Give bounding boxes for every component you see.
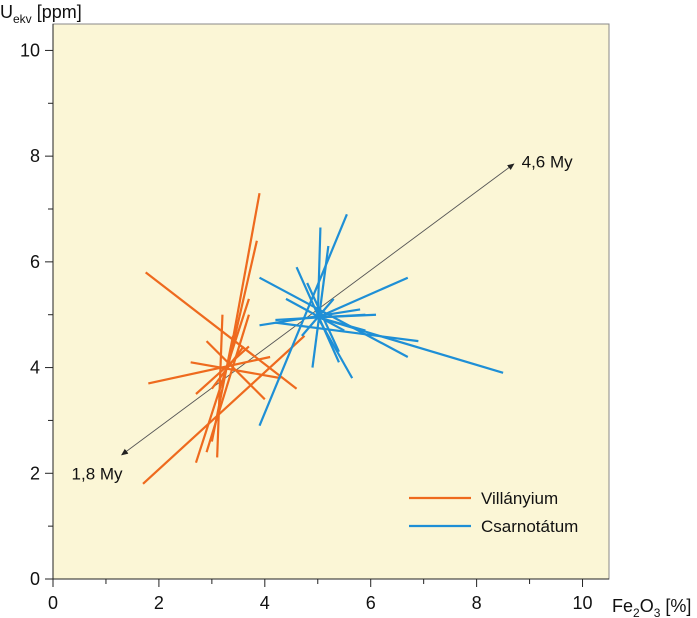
annotation-1: 4,6 My [522, 152, 574, 171]
legend-label-1: Csarnotátum [481, 517, 578, 536]
series-1-segment-4 [317, 276, 409, 319]
series-0-segment-6 [216, 314, 224, 458]
series-0-segment-11 [205, 340, 266, 401]
series-0-segment-10 [195, 345, 250, 395]
series-0-segment-7 [205, 314, 250, 453]
y-tick-label: 8 [30, 146, 40, 166]
series-1 [258, 213, 504, 427]
series-0-segment-1 [142, 335, 306, 485]
annotation-0: 1,8 My [72, 464, 124, 483]
series-0 [142, 192, 306, 485]
x-tick-label: 4 [260, 593, 270, 613]
y-axis-title: Uekv [ppm] [0, 2, 82, 26]
series-layer [142, 192, 504, 485]
x-tick-label: 6 [366, 593, 376, 613]
y-tick-label: 4 [30, 358, 40, 378]
series-1-segment-0 [258, 213, 348, 427]
x-tick-label: 2 [154, 593, 164, 613]
series-1-segment-10 [311, 245, 330, 368]
y-tick-label: 10 [20, 40, 40, 60]
x-tick-label: 8 [472, 593, 482, 613]
series-1-segment-15 [317, 316, 366, 332]
series-0-segment-8 [148, 355, 271, 385]
y-tick-label: 6 [30, 252, 40, 272]
series-1-segment-3 [275, 321, 419, 343]
series-1-segment-11 [285, 297, 345, 332]
legend-label-0: Villányium [481, 489, 558, 508]
series-0-segment-12 [210, 345, 245, 390]
series-0-segment-4 [194, 298, 250, 464]
series-1-segment-7 [316, 227, 322, 318]
x-tick-label: 0 [48, 593, 58, 613]
y-tick-label: 2 [30, 463, 40, 483]
axes-layer: 0 2 4 6 8 10 0 2 4 6 8 10 [20, 24, 609, 613]
x-tick-label: 10 [573, 593, 593, 613]
annotation-layer: 1,8 My 4,6 My [72, 152, 574, 483]
y-tick-label: 0 [30, 569, 40, 589]
legend: Villányium Csarnotátum [409, 489, 578, 536]
x-axis-title: Fe2O3 [%] [612, 596, 691, 618]
series-1-segment-8 [295, 266, 340, 363]
